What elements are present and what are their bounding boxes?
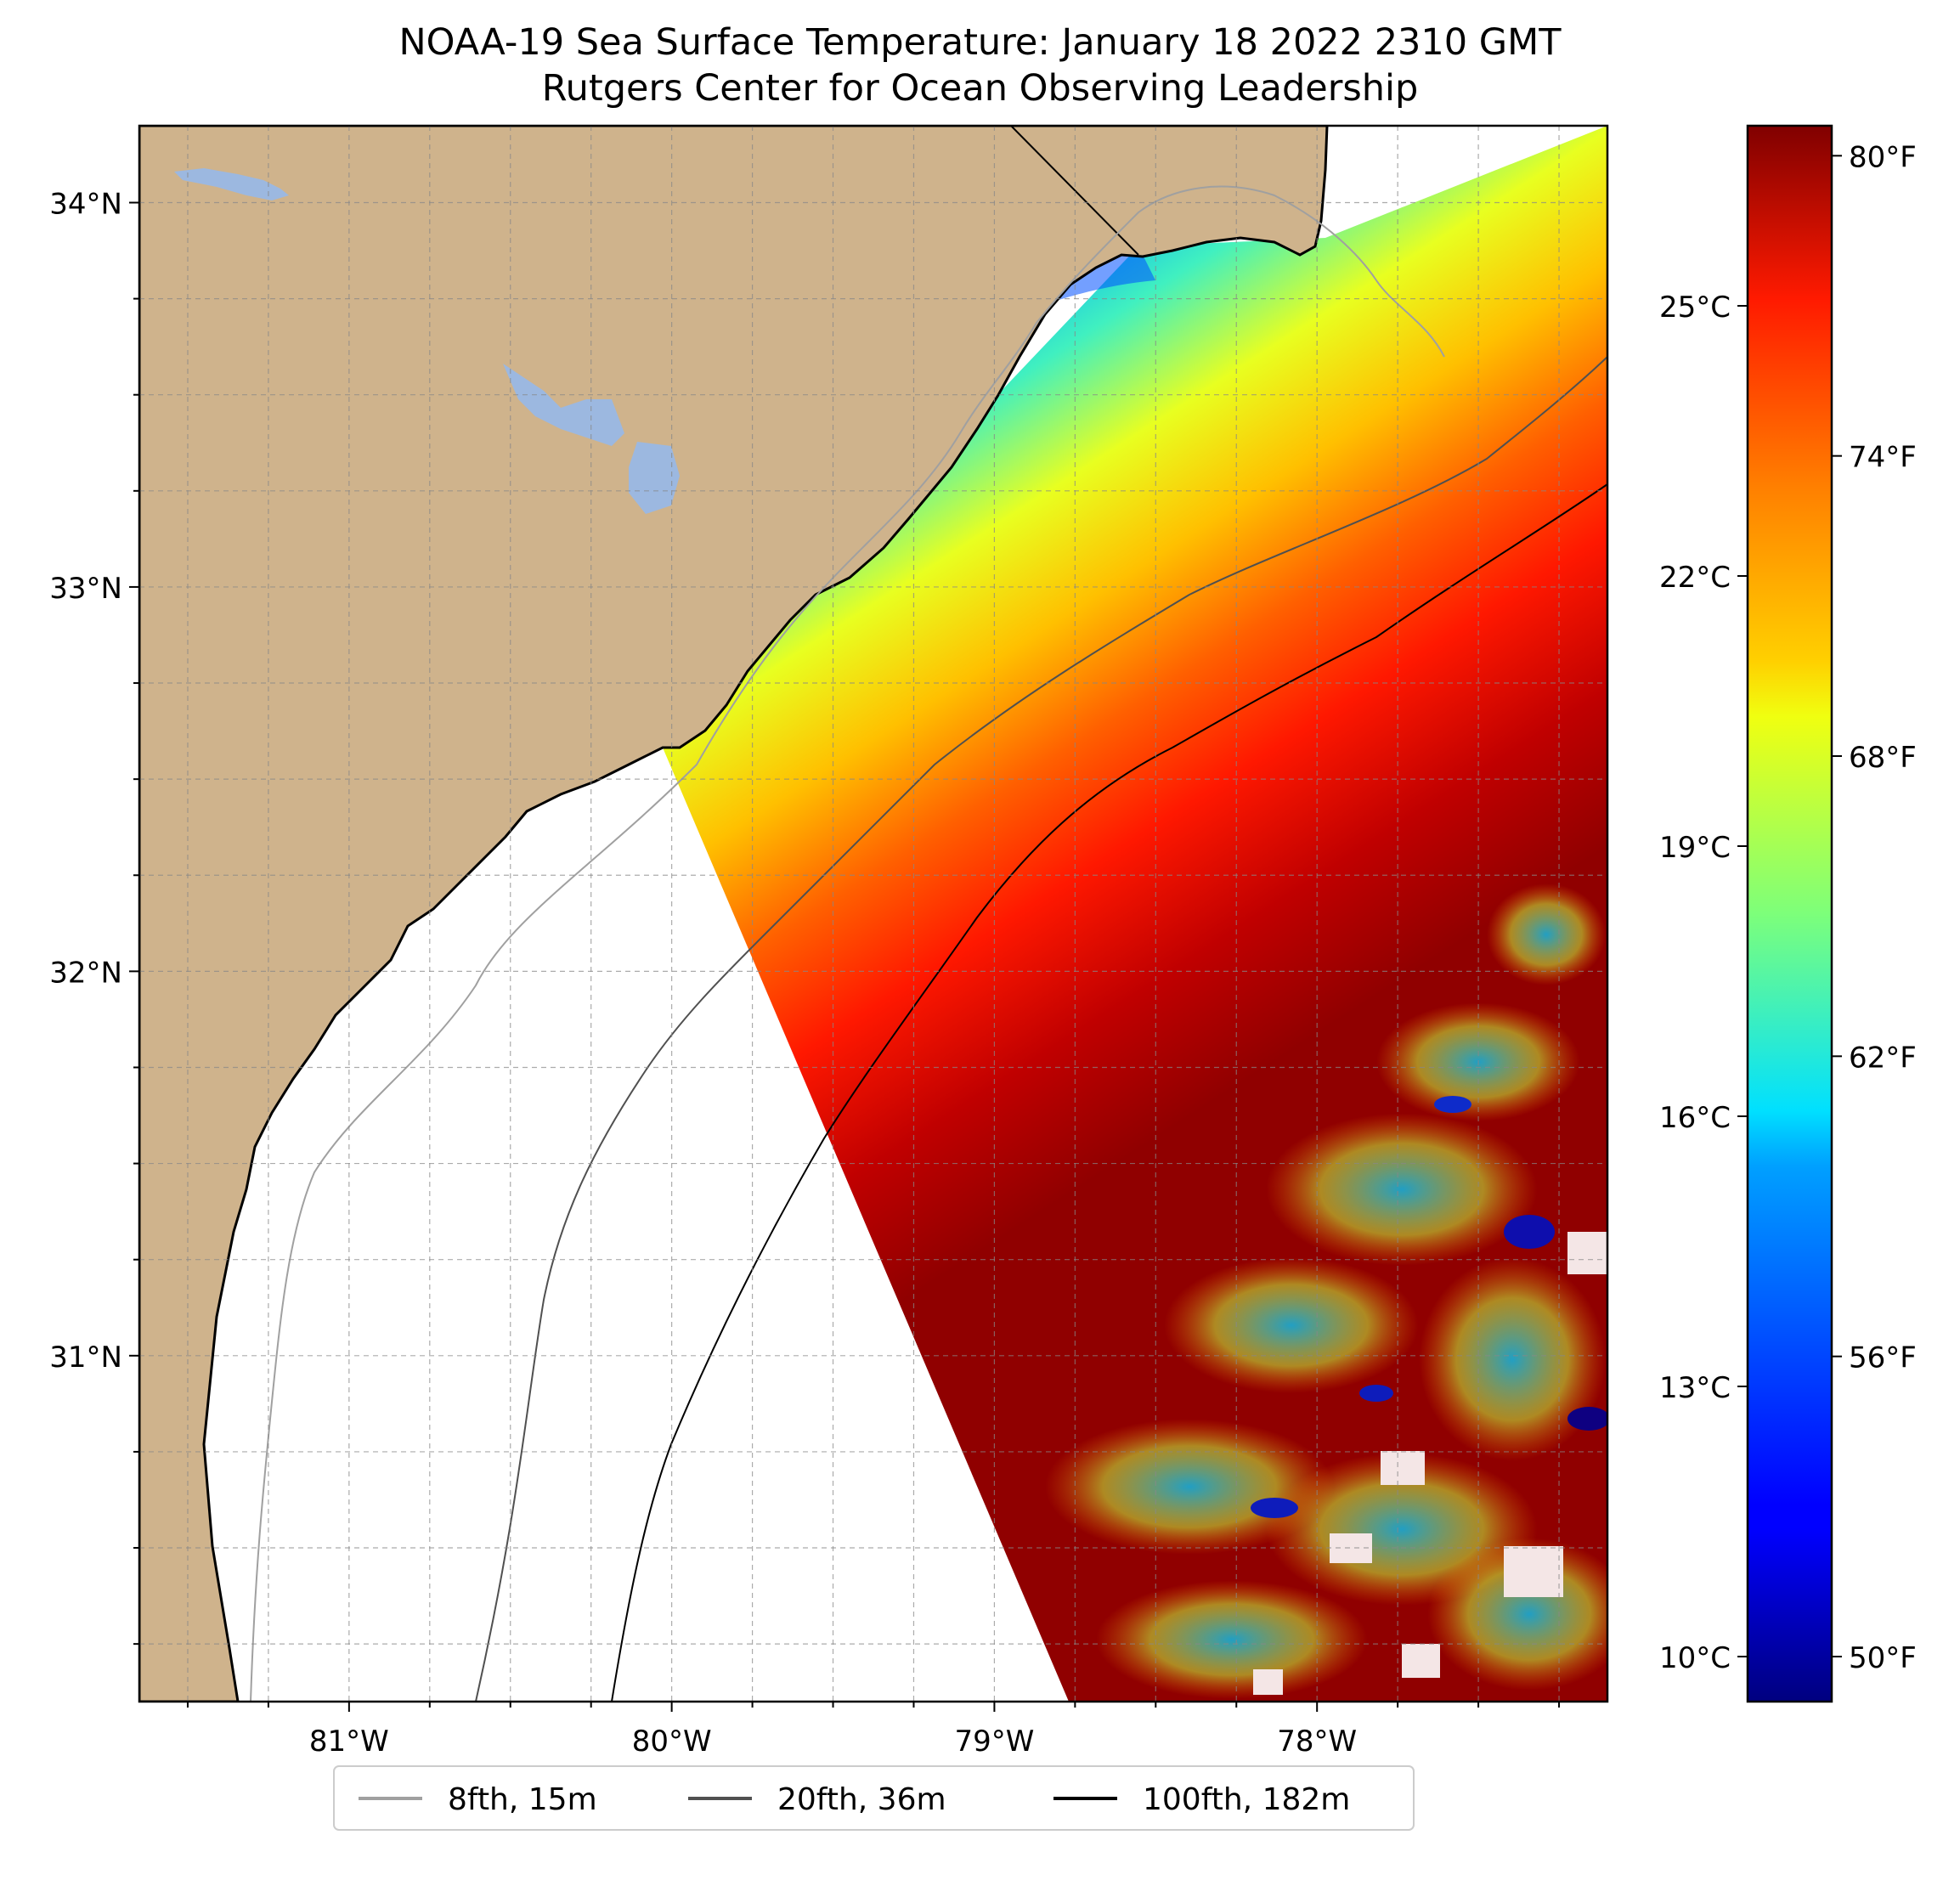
celsius-tick-label: 16°C xyxy=(1659,1101,1731,1135)
legend-item: 20fth, 36m xyxy=(688,1782,946,1817)
fahrenheit-tick-label: 68°F xyxy=(1849,741,1917,775)
lake-north xyxy=(174,168,289,200)
gridlines xyxy=(139,126,1607,1702)
celsius-tick-label: 10°C xyxy=(1659,1641,1731,1675)
fahrenheit-tick-label: 74°F xyxy=(1849,441,1917,475)
fahrenheit-tick-label: 80°F xyxy=(1849,140,1917,174)
colorbar-gradient xyxy=(1746,124,1833,1703)
lon-tick-label: 81°W xyxy=(309,1725,389,1759)
sst-patches xyxy=(1045,884,1607,1699)
isobath-20fth xyxy=(475,356,1607,1702)
legend-label: 100fth, 182m xyxy=(1143,1782,1350,1817)
fahrenheit-ticks: 80°F 74°F 68°F 62°F 56°F 50°F xyxy=(1832,140,1917,1675)
legend-box xyxy=(333,1765,1415,1831)
lat-tick-label: 31°N xyxy=(49,1341,122,1375)
celsius-tick-label: 25°C xyxy=(1659,291,1731,325)
map-area xyxy=(139,126,1607,1702)
fahrenheit-tick-label: 50°F xyxy=(1849,1641,1917,1675)
lat-tick-label: 32°N xyxy=(49,956,122,990)
legend-label: 20fth, 36m xyxy=(777,1782,946,1817)
isobath-8fth xyxy=(250,185,1445,1702)
legend-item: 8fth, 15m xyxy=(359,1782,597,1817)
legend: 8fth, 15m 20fth, 36m 100fth, 182m xyxy=(333,1765,1415,1831)
land xyxy=(139,126,1329,1702)
lake-moultrie xyxy=(629,442,680,514)
chart-title: NOAA-19 Sea Surface Temperature: January… xyxy=(398,21,1562,64)
legend-item: 100fth, 182m xyxy=(1053,1782,1350,1817)
lake-marion xyxy=(503,364,624,446)
legend-label: 8fth, 15m xyxy=(448,1782,597,1817)
celsius-tick-label: 22°C xyxy=(1659,561,1731,595)
lat-tick-label: 33°N xyxy=(49,572,122,606)
lon-tick-label: 80°W xyxy=(632,1725,712,1759)
fahrenheit-tick-label: 56°F xyxy=(1849,1341,1917,1375)
lat-tick-label: 34°N xyxy=(49,187,122,221)
celsius-tick-label: 13°C xyxy=(1659,1371,1731,1405)
latitude-axis: 34°N 33°N 32°N 31°N xyxy=(49,187,139,1646)
lon-tick-label: 79°W xyxy=(954,1725,1034,1759)
lon-tick-label: 78°W xyxy=(1277,1725,1357,1759)
colorbar: 25°C 22°C 19°C 16°C 13°C 10°C 80°F 74°F 68°F 62°… xyxy=(1659,124,1917,1703)
fahrenheit-tick-label: 62°F xyxy=(1849,1041,1917,1075)
celsius-ticks: 25°C 22°C 19°C 16°C 13°C 10°C xyxy=(1659,291,1748,1675)
celsius-tick-label: 19°C xyxy=(1659,831,1731,865)
longitude-axis: 81°W 80°W 79°W 78°W xyxy=(186,1702,1561,1759)
map-frame xyxy=(138,124,1609,1703)
chart-subtitle: Rutgers Center for Ocean Observing Leade… xyxy=(541,67,1419,110)
